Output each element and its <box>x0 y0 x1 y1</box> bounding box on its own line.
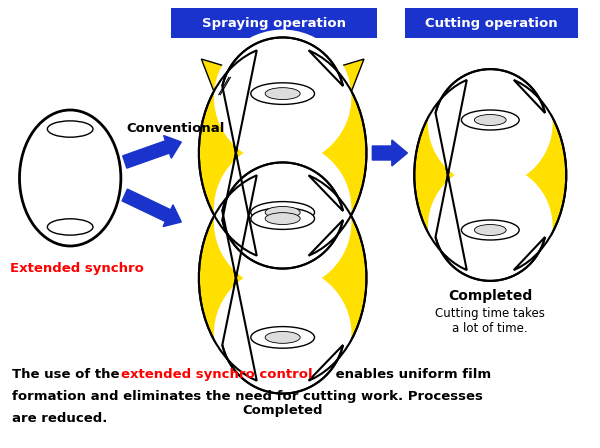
Text: formation and eliminates the need for cutting work. Processes: formation and eliminates the need for cu… <box>11 390 482 403</box>
FancyArrow shape <box>122 189 181 227</box>
Text: extended synchro control: extended synchro control <box>121 368 313 381</box>
Ellipse shape <box>461 220 519 240</box>
Text: are reduced.: are reduced. <box>11 412 107 425</box>
Ellipse shape <box>265 88 300 99</box>
Ellipse shape <box>265 332 300 343</box>
FancyArrow shape <box>122 136 181 168</box>
Text: Completed: Completed <box>242 404 323 417</box>
Text: Cutting operation: Cutting operation <box>425 17 557 30</box>
Text: Extended synchro: Extended synchro <box>10 262 143 275</box>
Text: Completed: Completed <box>448 289 532 303</box>
Polygon shape <box>202 59 227 91</box>
Ellipse shape <box>251 83 314 104</box>
Text: Conventional: Conventional <box>127 121 225 134</box>
Ellipse shape <box>19 110 121 246</box>
Ellipse shape <box>461 110 519 130</box>
Ellipse shape <box>251 327 314 348</box>
Polygon shape <box>199 38 367 268</box>
Ellipse shape <box>428 164 553 289</box>
Ellipse shape <box>265 213 300 224</box>
Ellipse shape <box>475 224 506 236</box>
Ellipse shape <box>214 155 352 290</box>
Ellipse shape <box>214 30 352 165</box>
FancyArrow shape <box>373 140 407 166</box>
FancyBboxPatch shape <box>404 8 578 38</box>
Ellipse shape <box>265 207 300 218</box>
Ellipse shape <box>251 208 314 229</box>
Ellipse shape <box>214 141 352 276</box>
Text: Cutting time takes
a lot of time.: Cutting time takes a lot of time. <box>436 307 545 335</box>
Ellipse shape <box>428 61 553 186</box>
Ellipse shape <box>475 115 506 125</box>
Ellipse shape <box>47 219 93 235</box>
Ellipse shape <box>47 121 93 137</box>
FancyBboxPatch shape <box>170 8 377 38</box>
Ellipse shape <box>214 266 352 401</box>
Text: The use of the: The use of the <box>11 368 124 381</box>
Ellipse shape <box>251 202 314 223</box>
Polygon shape <box>339 59 364 91</box>
Text: Spraying operation: Spraying operation <box>202 17 346 30</box>
Polygon shape <box>415 69 566 281</box>
Polygon shape <box>199 163 367 393</box>
Text: enables uniform film: enables uniform film <box>331 368 491 381</box>
